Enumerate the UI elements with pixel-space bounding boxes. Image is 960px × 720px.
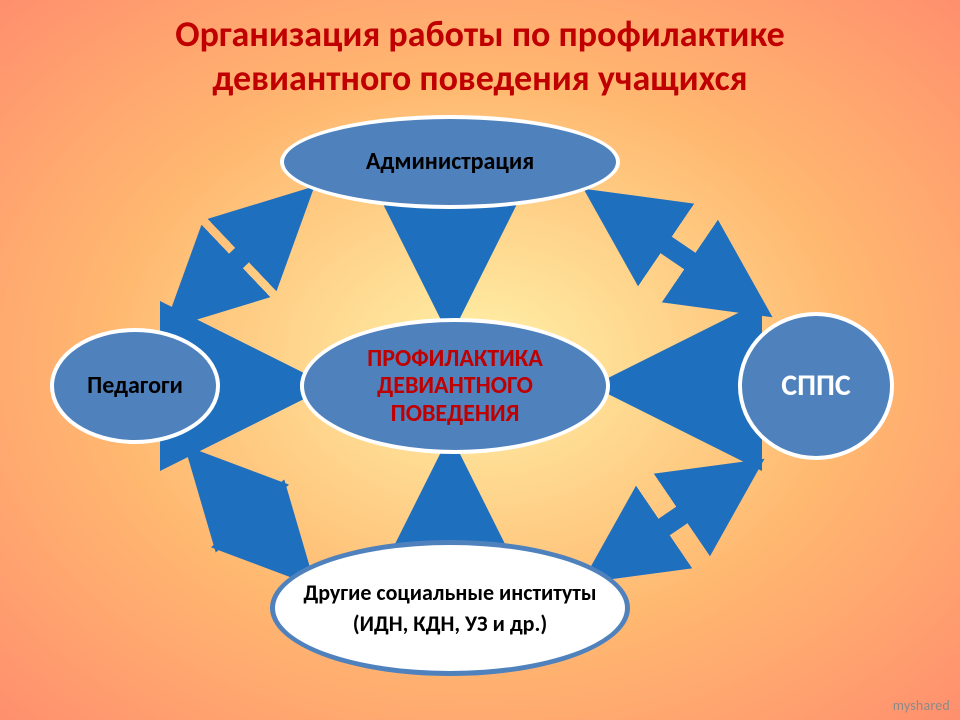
title-line-2: девиантного поведения учащихся [0,56,960,100]
node-spps: СППС [738,312,894,460]
node-other-line1: Другие социальные институты [303,580,596,605]
node-administration: Администрация [280,115,620,209]
node-administration-label: Администрация [366,148,534,176]
slide-title: Организация работы по профилактике девиа… [0,12,960,100]
node-center: ПРОФИЛАКТИКА ДЕВИАНТНОГО ПОВЕДЕНИЯ [300,318,610,454]
node-teachers: Педагоги [50,328,220,444]
watermark: myshared [893,697,950,714]
slide-stage: Организация работы по профилактике девиа… [0,0,960,720]
node-center-label: ПРОФИЛАКТИКА ДЕВИАНТНОГО ПОВЕДЕНИЯ [324,345,586,428]
node-teachers-label: Педагоги [87,372,183,400]
title-line-1: Организация работы по профилактике [0,12,960,56]
node-other-institutes: Другие социальные институты (ИДН, КДН, У… [270,540,630,676]
node-other-line2: (ИДН, КДН, УЗ и др.) [303,611,596,636]
node-spps-label: СППС [781,369,851,404]
